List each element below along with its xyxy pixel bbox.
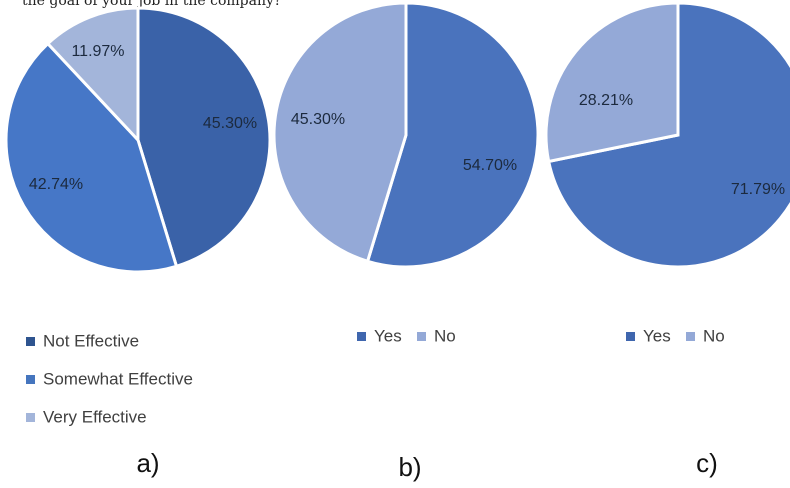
panel-label-3: c) xyxy=(696,448,718,478)
pie-1-slice-very-effective xyxy=(45,6,140,144)
pie-1-slice-not-effective xyxy=(136,6,272,269)
pie-2-slice-no xyxy=(272,1,408,264)
pie-chart-2: 54.70% 45.30% Yes No b) xyxy=(272,1,540,482)
pie-1-legend: Not Effective Somewhat Effective Very Effe… xyxy=(26,331,193,426)
legend-swatch-yes xyxy=(357,332,366,341)
legend-swatch-no xyxy=(417,332,426,341)
legend-swatch-no xyxy=(686,332,695,341)
top-caption-text: the goal of your job in the company? xyxy=(22,0,281,9)
legend-swatch-very-effective xyxy=(26,413,35,422)
pie-2-data-label-no: 45.30% xyxy=(291,111,345,128)
pie-chart-1: 45.30% 42.74% 11.97% Not Effective Somewhat … xyxy=(4,6,272,478)
legend-label-somewhat-effective: Somewhat Effective xyxy=(43,369,193,388)
pie-1-data-label-very-effective: 11.97% xyxy=(71,43,124,60)
pie-3-slice-yes xyxy=(546,1,790,269)
legend-label-no: No xyxy=(703,326,725,345)
pie-2-slice-yes xyxy=(365,1,540,269)
pie-2-data-label-yes: 54.70% xyxy=(463,157,517,174)
panel-label-2: b) xyxy=(398,452,421,482)
panel-label-1: a) xyxy=(136,448,159,478)
legend-label-very-effective: Very Effective xyxy=(43,407,147,426)
pie-chart-3: 71.79% 28.21% Yes No c) xyxy=(544,1,790,478)
pie-3-legend: Yes No xyxy=(626,326,725,345)
pie-1-data-label-somewhat-effective: 42.74% xyxy=(29,176,83,193)
pie-3-slice-no xyxy=(544,1,680,164)
legend-label-not-effective: Not Effective xyxy=(43,331,139,350)
pie-1-data-label-not-effective: 45.30% xyxy=(203,115,257,132)
pie-2-legend: Yes No xyxy=(357,326,456,345)
legend-label-yes: Yes xyxy=(643,326,671,345)
legend-label-yes: Yes xyxy=(374,326,402,345)
legend-swatch-yes xyxy=(626,332,635,341)
legend-swatch-somewhat-effective xyxy=(26,375,35,384)
pie-1-slice-somewhat-effective xyxy=(4,41,179,274)
legend-label-no: No xyxy=(434,326,456,345)
legend-swatch-not-effective xyxy=(26,337,35,346)
pie-3-data-label-yes: 71.79% xyxy=(731,181,785,198)
pie-3-data-label-no: 28.21% xyxy=(579,92,633,109)
